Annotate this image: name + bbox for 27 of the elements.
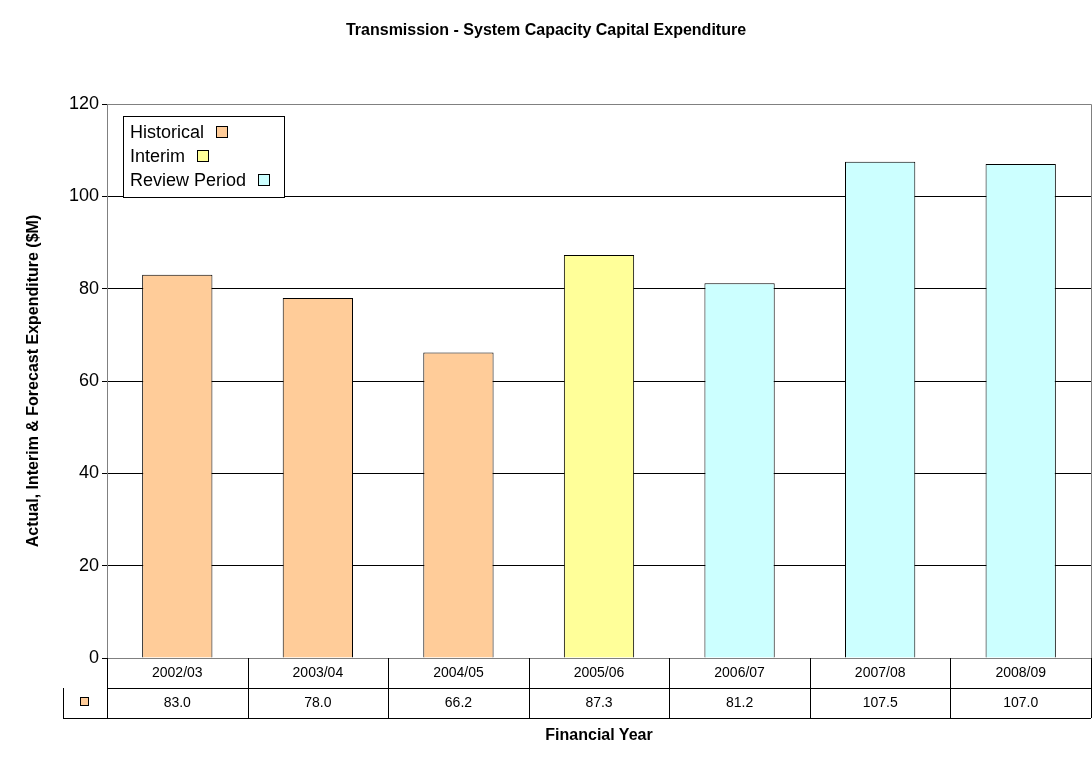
- legend-label: Interim: [130, 145, 186, 168]
- y-tick-label: 0: [88, 646, 99, 667]
- x-axis-title: Financial Year: [545, 726, 653, 744]
- data-label: 78.0: [304, 693, 332, 710]
- y-tick-label: 80: [78, 277, 99, 298]
- x-tick-label: 2003/04: [292, 663, 344, 680]
- x-tick-label: 2006/07: [714, 663, 766, 680]
- data-label: 107.5: [862, 693, 898, 710]
- y-tick-label: 100: [68, 185, 99, 206]
- y-tick-label: 20: [78, 554, 99, 575]
- data-label: 87.3: [585, 693, 613, 710]
- y-tick-label: 40: [78, 462, 99, 483]
- legend-label: Historical: [130, 121, 205, 144]
- x-tick-label: 2008/09: [995, 663, 1047, 680]
- legend-label: Review Period: [130, 169, 247, 192]
- x-tick-label: 2005/06: [573, 663, 625, 680]
- data-label: 83.0: [163, 693, 192, 710]
- y-tick-label: 60: [78, 369, 99, 390]
- data-label: 66.2: [444, 693, 473, 710]
- y-axis-title: Actual, Interim & Forecast Expenditure ($M): [24, 214, 42, 548]
- chart-title: Transmission - System Capacity Capital Expenditure: [345, 21, 747, 39]
- data-label: 81.2: [725, 693, 754, 710]
- data-label: 107.0: [1003, 693, 1039, 710]
- x-tick-label: 2007/08: [854, 663, 906, 680]
- x-tick-label: 2004/05: [433, 663, 484, 680]
- x-tick-label: 2002/03: [151, 663, 203, 680]
- y-tick-label: 120: [68, 92, 99, 113]
